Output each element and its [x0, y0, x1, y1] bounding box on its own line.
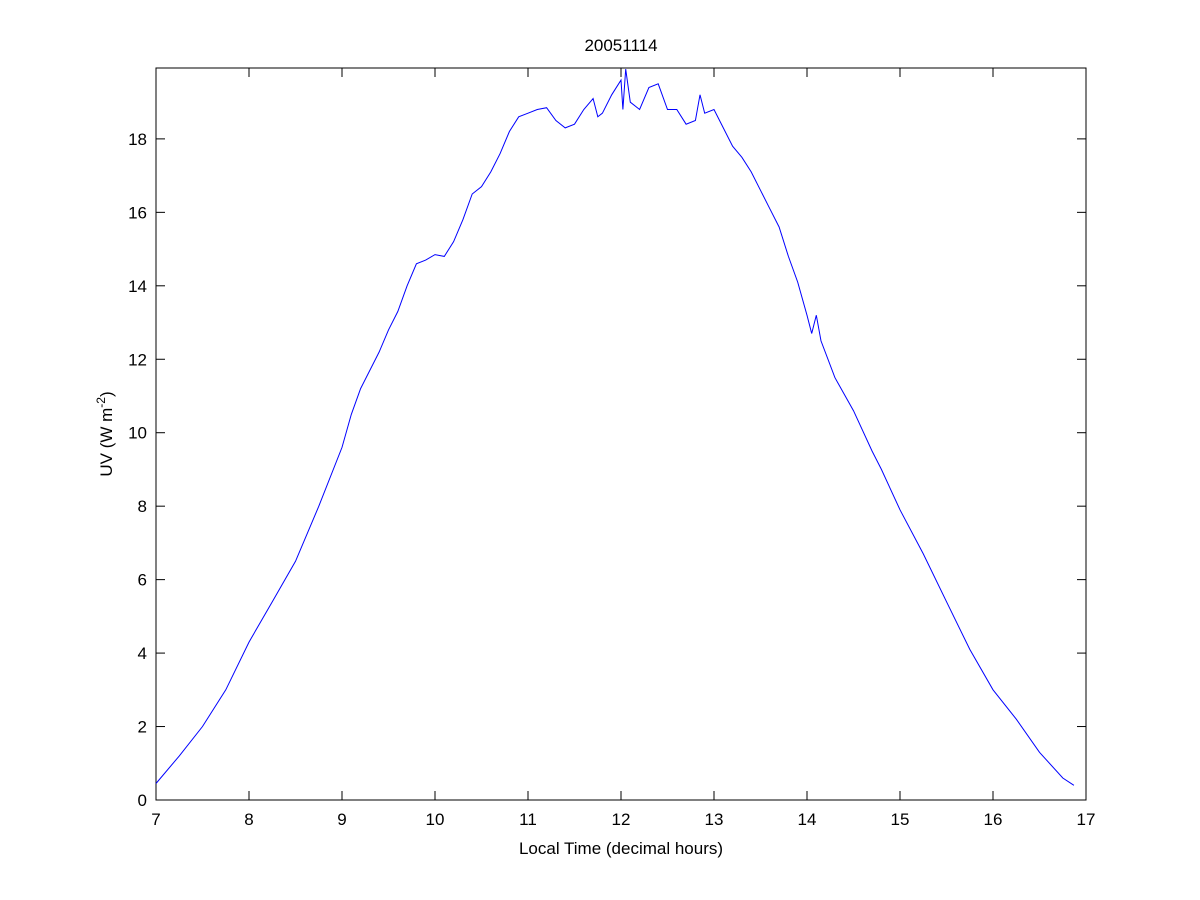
y-tick-label: 18 — [128, 130, 147, 149]
x-tick-label: 16 — [984, 810, 1003, 829]
plot-area: 7 8 9 10 11 12 13 14 15 16 17 0 2 4 6 8 10 12 14 16 18 — [128, 67, 1096, 829]
y-axis-label-suffix: ) — [97, 391, 116, 397]
y-tick-label: 6 — [138, 571, 147, 590]
y-tick-label: 0 — [138, 791, 147, 810]
y-axis-label: UV (W m-2) — [94, 391, 116, 476]
x-tick-label: 9 — [337, 810, 346, 829]
y-tick-label: 10 — [128, 424, 147, 443]
x-tick-label: 15 — [891, 810, 910, 829]
y-tick-label: 2 — [138, 718, 147, 737]
x-tick-label: 8 — [244, 810, 253, 829]
y-tick-label: 16 — [128, 203, 147, 222]
y-axis-label-main: UV (W m — [97, 408, 116, 477]
y-tick-label: 14 — [128, 277, 147, 296]
axes-box — [155, 67, 1087, 801]
y-tick-label: 8 — [138, 497, 147, 516]
x-tick-label: 11 — [519, 810, 537, 829]
x-tick-label: 12 — [612, 810, 631, 829]
x-tick-label: 14 — [798, 810, 817, 829]
x-tick-label: 7 — [151, 810, 160, 829]
y-tick-label: 4 — [138, 644, 147, 663]
x-axis-label: Local Time (decimal hours) — [519, 839, 723, 858]
x-tick-label: 13 — [705, 810, 724, 829]
uv-series-line — [155, 69, 1075, 786]
x-tick-label: 17 — [1077, 810, 1096, 829]
y-tick-label: 12 — [128, 350, 147, 369]
y-axis-label-superscript: -2 — [94, 397, 108, 408]
x-tick-label: 10 — [426, 810, 445, 829]
chart-title: 20051114 — [584, 36, 657, 55]
